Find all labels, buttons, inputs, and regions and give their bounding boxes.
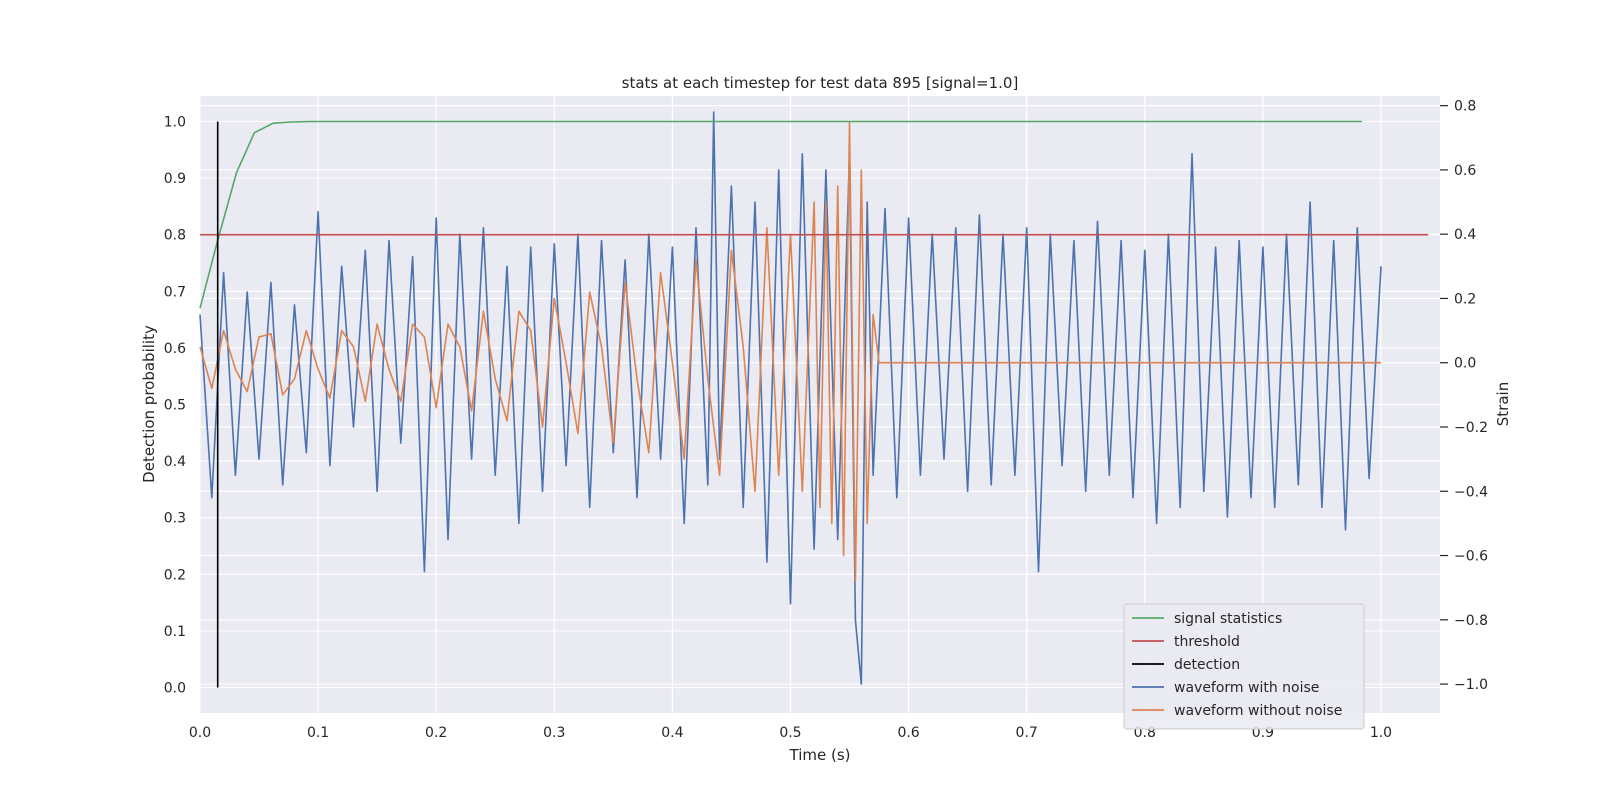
- x-tick-label: 0.0: [189, 725, 211, 741]
- y-left-tick-label: 0.2: [164, 567, 186, 583]
- y-left-tick-label: 0.7: [164, 284, 186, 300]
- legend-box: [1123, 603, 1365, 730]
- x-tick-label: 0.3: [543, 725, 565, 741]
- y-left-tick-label: 0.8: [164, 228, 186, 244]
- y-left-tick-label: 0.0: [164, 681, 186, 697]
- y-right-tick-label: −0.2: [1454, 420, 1488, 436]
- series-line-waveform-without-noise: [199, 120, 1381, 583]
- y-axis-label-right: Strain: [1494, 382, 1512, 426]
- x-tick-label: 0.1: [307, 725, 329, 741]
- axes-layer: 0.0 0.1 0.2 0.3 0.4 0.5 0.6 0.7 0.8 0.9 1.0 0.0 0.1 0…: [164, 99, 1488, 741]
- y-right-tick-label: −0.6: [1454, 549, 1488, 565]
- y-right-tick-label: 0.6: [1454, 163, 1476, 179]
- y-right-tick-label: 0.4: [1454, 227, 1476, 243]
- y-right-tick-label: 0.8: [1454, 99, 1476, 115]
- y-left-tick-label: 0.4: [164, 454, 186, 470]
- chart-title: stats at each timestep for test data 895…: [622, 74, 1019, 92]
- legend-label: waveform with noise: [1174, 680, 1319, 696]
- legend-label: signal statistics: [1174, 611, 1282, 627]
- y-right-tick-label: −0.4: [1454, 484, 1488, 500]
- series-line-signal-statistics: [199, 120, 1363, 309]
- y-left-tick-label: 0.9: [164, 171, 186, 187]
- x-tick-label: 0.6: [897, 725, 919, 741]
- y-left-tick-label: 0.6: [164, 341, 186, 357]
- x-tick-label: 0.5: [779, 725, 801, 741]
- y-right-tick-label: −1.0: [1454, 677, 1488, 693]
- x-axis-label: Time (s): [789, 746, 851, 764]
- series-layer: [199, 111, 1429, 688]
- y-left-tick-label: 0.5: [164, 398, 186, 414]
- legend-label: threshold: [1174, 634, 1240, 650]
- legend: signal statistics threshold detection wavef…: [1123, 603, 1365, 730]
- y-right-tick-label: −0.8: [1454, 613, 1488, 629]
- legend-label: waveform without noise: [1174, 703, 1342, 719]
- y-right-tick-label: 0.2: [1454, 291, 1476, 307]
- x-tick-label: 0.7: [1016, 725, 1038, 741]
- x-tick-label: 0.4: [661, 725, 683, 741]
- y-left-tick-label: 0.3: [164, 511, 186, 527]
- x-tick-label: 1.0: [1370, 725, 1392, 741]
- y-left-tick-label: 1.0: [164, 114, 186, 130]
- legend-label: detection: [1174, 657, 1240, 673]
- y-left-tick-label: 0.1: [164, 624, 186, 640]
- y-right-tick-label: 0.0: [1454, 356, 1476, 372]
- x-tick-label: 0.2: [425, 725, 447, 741]
- y-axis-label-left: Detection probability: [140, 325, 158, 483]
